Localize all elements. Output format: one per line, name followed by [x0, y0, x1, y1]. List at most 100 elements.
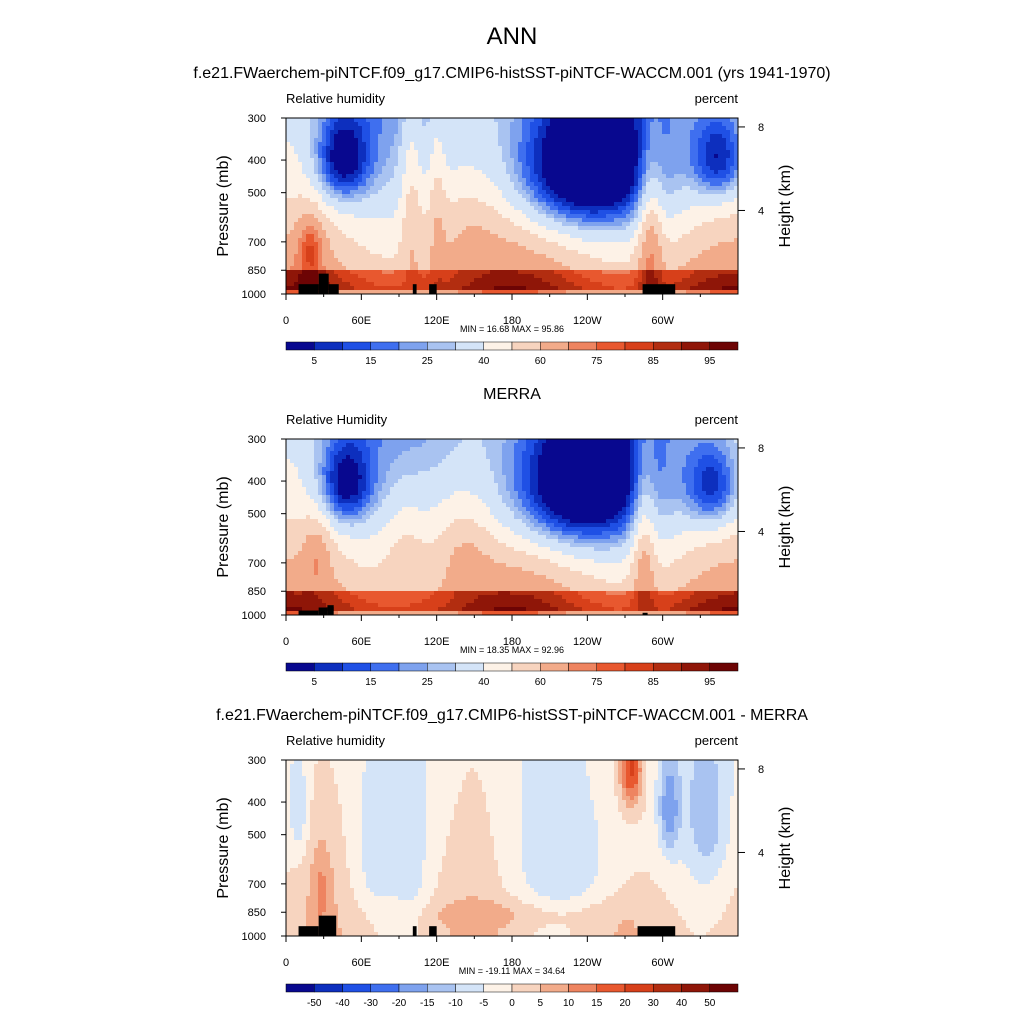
contour-cell [326, 226, 331, 231]
contour-cell [618, 170, 623, 175]
contour-cell [406, 242, 411, 247]
contour-cell [378, 246, 383, 251]
contour-cell [602, 282, 607, 287]
contour-cell [562, 254, 567, 259]
contour-cell [706, 162, 711, 167]
contour-cell [502, 234, 507, 239]
contour-cell [490, 286, 495, 291]
contour-cell [534, 186, 539, 191]
contour-cell [514, 250, 519, 255]
contour-cell [318, 194, 323, 199]
contour-cell [326, 218, 331, 223]
contour-cell [498, 242, 503, 247]
y-tick-label: 700 [248, 237, 266, 249]
contour-cell [414, 194, 419, 199]
contour-cell [566, 266, 571, 271]
contour-cell [566, 262, 571, 267]
contour-cell [654, 190, 659, 195]
contour-cell [542, 142, 547, 147]
contour-cell [610, 194, 615, 199]
contour-cell [354, 154, 359, 159]
contour-cell [314, 234, 319, 239]
contour-cell [586, 238, 591, 243]
contour-cell [422, 278, 427, 283]
contour-cell [470, 190, 475, 195]
contour-cell [310, 154, 315, 159]
contour-cell [718, 234, 723, 239]
contour-cell [634, 282, 639, 287]
contour-cell [506, 190, 511, 195]
contour-cell [730, 166, 735, 171]
contour-cell [430, 142, 435, 147]
contour-cell [598, 230, 603, 235]
contour-cell [566, 206, 571, 211]
contour-cell [386, 154, 391, 159]
contour-cell [294, 162, 299, 167]
contour-cell [454, 210, 459, 215]
contour-cell [414, 250, 419, 255]
contour-cell [622, 230, 627, 235]
contour-cell [346, 150, 351, 155]
contour-cell [406, 138, 411, 143]
contour-cell [438, 290, 443, 295]
contour-cell [394, 278, 399, 283]
contour-cell [442, 226, 447, 231]
contour-cell [322, 178, 327, 183]
contour-cell [422, 170, 427, 175]
contour-cell [726, 254, 731, 259]
contour-cell [514, 178, 519, 183]
contour-cell [374, 194, 379, 199]
contour-cell [310, 278, 315, 283]
contour-cell [574, 286, 579, 291]
contour-cell [390, 234, 395, 239]
contour-cell [494, 246, 499, 251]
contour-cell [362, 202, 367, 207]
contour-cell [418, 138, 423, 143]
contour-cell [506, 142, 511, 147]
contour-cell [430, 250, 435, 255]
contour-cell [642, 150, 647, 155]
contour-cell [734, 138, 739, 143]
contour-cell [670, 182, 675, 187]
contour-cell [362, 226, 367, 231]
contour-cell [694, 154, 699, 159]
contour-cell [570, 174, 575, 179]
contour-cell [730, 126, 735, 131]
contour-cell [470, 158, 475, 163]
contour-cell [414, 198, 419, 203]
contour-cell [446, 174, 451, 179]
contour-cell [402, 242, 407, 247]
contour-cell [598, 186, 603, 191]
contour-cell [426, 290, 431, 295]
contour-cell [306, 242, 311, 247]
contour-cell [726, 126, 731, 131]
page-title: ANN [487, 23, 538, 50]
contour-cell [630, 146, 635, 151]
contour-cell [526, 138, 531, 143]
contour-cell [606, 170, 611, 175]
contour-cell [310, 146, 315, 151]
contour-cell [718, 186, 723, 191]
contour-cell [502, 166, 507, 171]
contour-cell [298, 262, 303, 267]
contour-cell [634, 194, 639, 199]
contour-cell [470, 226, 475, 231]
contour-cell [678, 226, 683, 231]
contour-cell [622, 226, 627, 231]
contour-cell [602, 218, 607, 223]
contour-cell [718, 210, 723, 215]
contour-cell [426, 182, 431, 187]
contour-cell [598, 138, 603, 143]
contour-cell [382, 166, 387, 171]
contour-cell [642, 174, 647, 179]
contour-cell [638, 202, 643, 207]
contour-cell [542, 138, 547, 143]
contour-cell [342, 162, 347, 167]
contour-cell [462, 186, 467, 191]
contour-cell [410, 270, 415, 275]
contour-cell [666, 194, 671, 199]
contour-cell [678, 258, 683, 263]
contour-cell [446, 182, 451, 187]
contour-cell [434, 226, 439, 231]
contour-cell [518, 122, 523, 127]
